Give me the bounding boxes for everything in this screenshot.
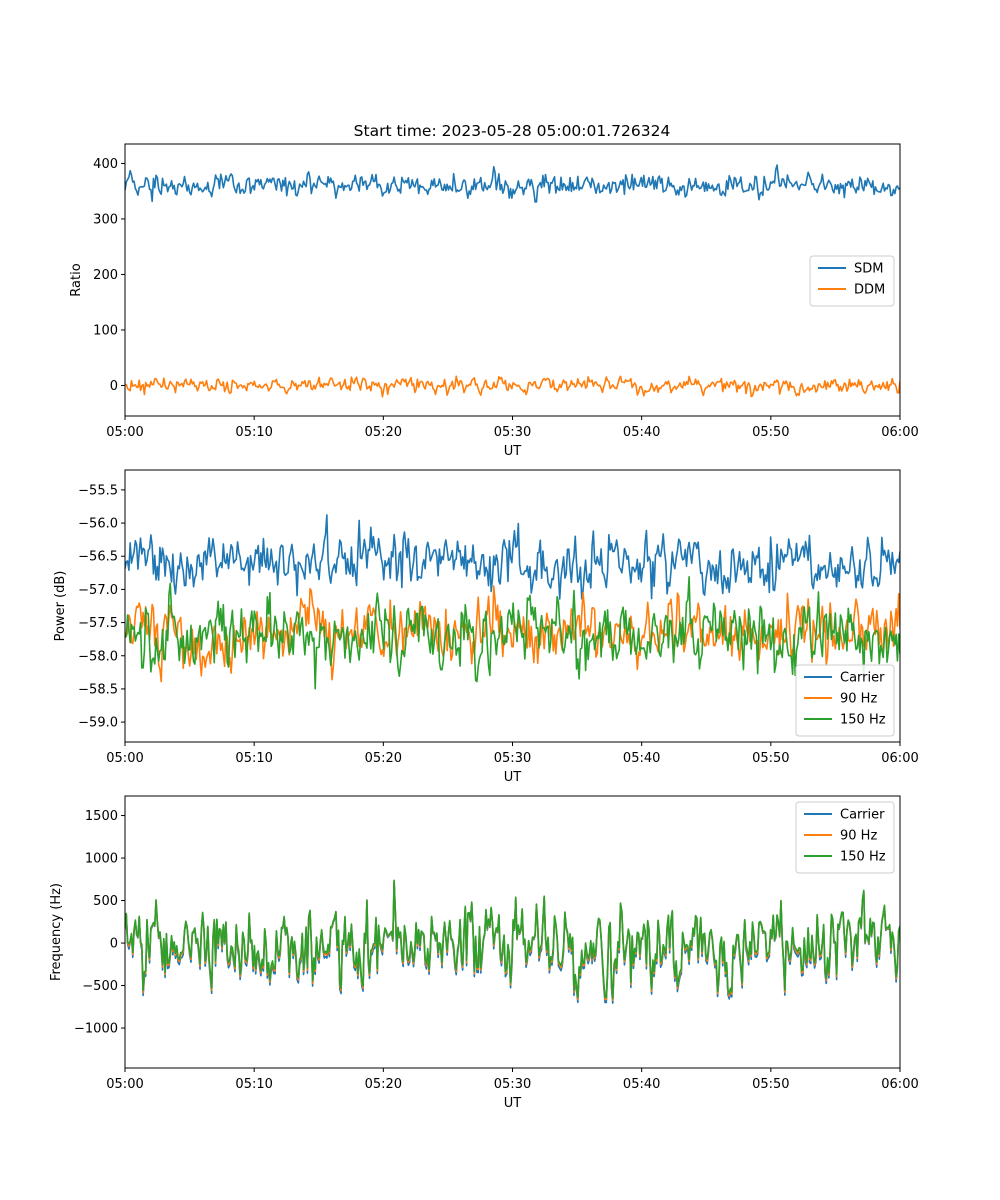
y-tick-label: −58.5 <box>78 682 118 697</box>
y-tick-label: −59.0 <box>78 716 118 731</box>
y-axis-label: Frequency (Hz) <box>49 883 64 981</box>
x-tick-label: 06:00 <box>881 751 918 766</box>
series-line-sdm <box>125 164 900 203</box>
axes-frame <box>124 143 901 417</box>
x-tick-label: 05:00 <box>106 751 143 766</box>
y-tick-label: 500 <box>93 894 118 909</box>
y-axis-label: Ratio <box>69 263 84 296</box>
y-tick-label: 0 <box>110 937 118 952</box>
y-tick-label: −1000 <box>74 1022 118 1037</box>
x-tick-label: 06:00 <box>881 425 918 440</box>
y-tick-label: −58.0 <box>78 649 118 664</box>
series-line-90-hz <box>125 585 900 683</box>
plot-area <box>125 879 900 1004</box>
frequency-panel: 05:00 05:10 05:20 05:30 05:40 05:50 06:00 1500 1… <box>49 795 919 1111</box>
series-line-carrier <box>125 514 900 600</box>
ratio-panel: 05:00 05:10 05:20 05:30 05:40 05:50 06:00 0 100 2… <box>69 143 919 459</box>
series-line-150-hz <box>125 576 900 690</box>
y-tick-label: −57.0 <box>78 583 118 598</box>
y-tick-label: −55.5 <box>78 483 118 498</box>
y-tick-label: 300 <box>93 212 118 227</box>
x-tick-label: 05:20 <box>365 1077 402 1092</box>
legend-label-150-hz: 150 Hz <box>840 713 886 728</box>
x-tick-label: 06:00 <box>881 1077 918 1092</box>
y-tick-label: −56.5 <box>78 550 118 565</box>
x-tick-label: 05:30 <box>494 425 531 440</box>
legend-label-carrier: Carrier <box>840 671 885 686</box>
y-axis-label: Power (dB) <box>53 571 68 642</box>
y-tick-label: 0 <box>110 379 118 394</box>
x-tick-label: 05:10 <box>235 425 272 440</box>
legend-label-carrier: Carrier <box>840 808 885 823</box>
x-tick-label: 05:50 <box>752 425 789 440</box>
series-line-ddm <box>125 375 900 398</box>
plot-area <box>125 514 900 690</box>
y-tick-label: 400 <box>93 157 118 172</box>
x-tick-label: 05:10 <box>235 1077 272 1092</box>
y-tick-label: −500 <box>82 979 118 994</box>
y-tick-label: 1500 <box>85 809 118 824</box>
x-tick-label: 05:30 <box>494 751 531 766</box>
x-tick-label: 05:40 <box>623 425 660 440</box>
legend: Carrier 90 Hz 150 Hz <box>795 664 895 737</box>
y-tick-label: −56.0 <box>78 517 118 532</box>
y-tick-label: 1000 <box>85 852 118 867</box>
legend-label-150-hz: 150 Hz <box>840 850 886 865</box>
legend-label-ddm: DDM <box>854 283 885 298</box>
y-tick-label: −57.5 <box>78 616 118 631</box>
power-panel: 05:00 05:10 05:20 05:30 05:40 05:50 06:00 −55.5… <box>53 469 919 785</box>
x-tick-label: 05:00 <box>106 1077 143 1092</box>
x-axis-label: UT <box>504 770 522 785</box>
series-line-150-hz <box>125 879 900 999</box>
y-tick-label: 100 <box>93 323 118 338</box>
x-tick-label: 05:50 <box>752 1077 789 1092</box>
legend-label-90-hz: 90 Hz <box>840 692 877 707</box>
plot-area <box>125 164 900 398</box>
x-tick-label: 05:20 <box>365 751 402 766</box>
legend: Carrier 90 Hz 150 Hz <box>795 801 895 874</box>
x-tick-label: 05:20 <box>365 425 402 440</box>
x-tick-label: 05:50 <box>752 751 789 766</box>
x-tick-label: 05:40 <box>623 751 660 766</box>
x-tick-label: 05:40 <box>623 1077 660 1092</box>
legend-label-sdm: SDM <box>854 262 883 277</box>
x-axis-label: UT <box>504 1096 522 1111</box>
x-tick-label: 05:00 <box>106 425 143 440</box>
y-tick-label: 200 <box>93 268 118 283</box>
x-tick-label: 05:10 <box>235 751 272 766</box>
x-tick-label: 05:30 <box>494 1077 531 1092</box>
legend-label-90-hz: 90 Hz <box>840 829 877 844</box>
figure-title: Start time: 2023-05-28 05:00:01.726324 <box>354 122 671 140</box>
x-axis-label: UT <box>504 444 522 459</box>
legend: SDM DDM <box>809 255 895 307</box>
